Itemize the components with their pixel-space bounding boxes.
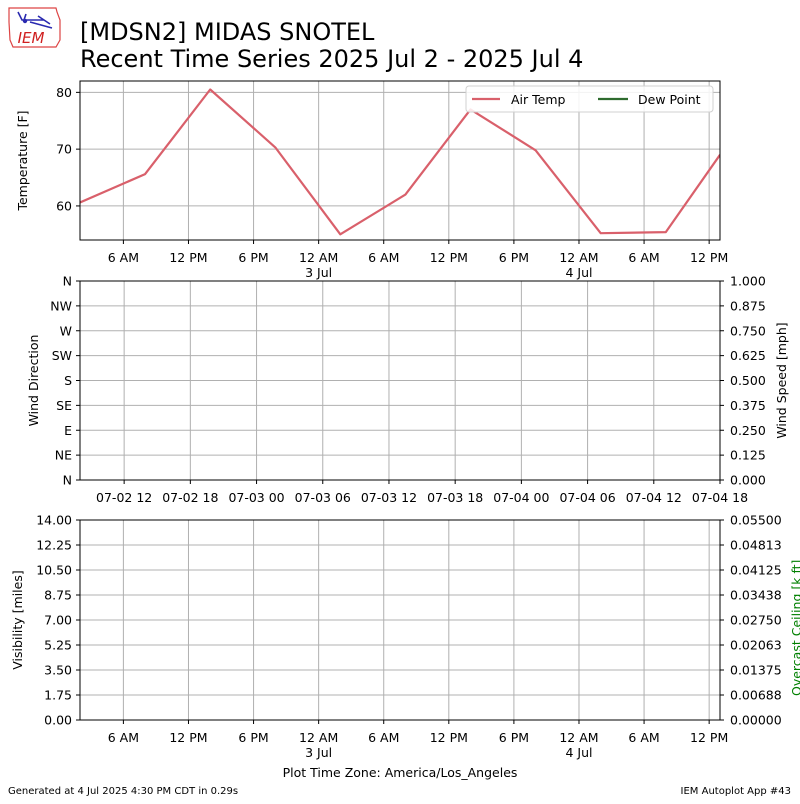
y2-tick-label: 0.500: [730, 373, 766, 388]
x-tick-label: 12 AM: [299, 250, 338, 265]
logo-text: IEM: [18, 29, 45, 47]
x-tick-sublabel: 4 Jul: [565, 265, 592, 280]
x-tick-sublabel: 3 Jul: [305, 745, 332, 760]
y-tick-label: 12.25: [36, 538, 72, 553]
y2-tick-label: 0.000: [730, 473, 766, 488]
plot-frame: [79, 280, 721, 481]
x-tick-label: 6 AM: [108, 250, 139, 265]
series-line-air-temp: [80, 88, 720, 236]
x-tick-label: 07-03 00: [228, 490, 284, 505]
x-tick-label: 6 PM: [499, 730, 529, 745]
y2-tick-label: 0.02063: [730, 638, 782, 653]
page-subtitle: Recent Time Series 2025 Jul 2 - 2025 Jul…: [80, 45, 583, 73]
y-axis-label: Visibility [miles]: [10, 570, 25, 669]
y2-tick-label: 0.04125: [730, 563, 782, 578]
x-tick-sublabel: 3 Jul: [305, 265, 332, 280]
x-tick-label: 12 PM: [169, 730, 207, 745]
y-axis-label: Wind Direction: [26, 335, 41, 427]
x-tick-label: 07-04 00: [493, 490, 549, 505]
x-tick-label: 6 AM: [628, 250, 659, 265]
chart-legend: Air Temp Dew Point: [465, 85, 714, 113]
y2-tick-label: 0.375: [730, 398, 766, 413]
y-tick-label: SE: [56, 398, 72, 413]
generated-note: Generated at 4 Jul 2025 4:30 PM CDT in 0…: [8, 786, 238, 797]
y-tick-label: 0.00: [44, 713, 72, 728]
y-tick-label: 8.75: [44, 588, 72, 603]
y2-tick-label: 0.05500: [730, 513, 782, 528]
y-tick-label: S: [64, 373, 72, 388]
y-tick-label: 70: [56, 142, 72, 157]
y-tick-label: 60: [56, 198, 72, 213]
y2-tick-label: 0.250: [730, 423, 766, 438]
y2-tick-label: 0.02750: [730, 613, 782, 628]
y2-tick-label: 0.04813: [730, 538, 782, 553]
x-tick-label: 6 AM: [108, 730, 139, 745]
y2-tick-label: 0.00688: [730, 688, 782, 703]
y2-axis-label: Overcast Ceiling [k ft]: [789, 560, 800, 696]
y-tick-label: W: [60, 323, 72, 338]
x-tick-label: 6 AM: [368, 730, 399, 745]
y2-axis-label: Wind Speed [mph]: [774, 322, 789, 438]
y-tick-label: 14.00: [36, 513, 72, 528]
y-tick-label: 5.25: [44, 638, 72, 653]
x-tick-label: 6 PM: [238, 730, 268, 745]
plot-frame: [79, 80, 721, 241]
x-tick-label: 07-02 12: [96, 490, 152, 505]
x-tick-label: 12 PM: [430, 250, 468, 265]
y2-tick-label: 1.000: [730, 274, 766, 289]
y2-tick-label: 0.125: [730, 448, 766, 463]
timezone-label: Plot Time Zone: America/Los_Angeles: [283, 765, 518, 780]
app-note: IEM Autoplot App #43: [681, 786, 791, 797]
x-tick-label: 12 PM: [690, 730, 728, 745]
x-tick-label: 12 AM: [299, 730, 338, 745]
y-tick-label: 80: [56, 85, 72, 100]
x-tick-label: 07-04 06: [559, 490, 615, 505]
x-tick-label: 12 AM: [559, 730, 598, 745]
x-tick-label: 12 PM: [169, 250, 207, 265]
x-tick-label: 12 PM: [430, 730, 468, 745]
x-tick-label: 6 AM: [628, 730, 659, 745]
y-tick-label: N: [63, 473, 72, 488]
x-tick-label: 07-03 12: [361, 490, 417, 505]
page-title: [MDSN2] MIDAS SNOTEL: [80, 18, 375, 46]
x-tick-label: 12 AM: [559, 250, 598, 265]
y2-tick-label: 0.01375: [730, 663, 782, 678]
x-tick-label: 07-02 18: [162, 490, 218, 505]
y2-tick-label: 0.00000: [730, 713, 782, 728]
y2-tick-label: 0.03438: [730, 588, 782, 603]
y-tick-label: E: [64, 423, 72, 438]
y-tick-label: NE: [55, 448, 72, 463]
plot-frame: [79, 519, 721, 721]
x-tick-label: 6 PM: [238, 250, 268, 265]
y-tick-label: 3.50: [44, 663, 72, 678]
x-tick-sublabel: 4 Jul: [565, 745, 592, 760]
x-tick-label: 07-04 18: [692, 490, 748, 505]
wind-panel: 07-02 12 07-02 18 07-03 00 07-03 06 07-03 12…: [26, 274, 789, 506]
y2-tick-label: 0.625: [730, 348, 766, 363]
y-tick-label: SW: [52, 348, 72, 363]
x-tick-label: 6 AM: [368, 250, 399, 265]
legend-label-air-temp: Air Temp: [511, 92, 566, 107]
y-axis-label: Temperature [F]: [15, 110, 30, 211]
y2-tick-label: 0.875: [730, 298, 766, 313]
x-tick-label: 07-03 06: [295, 490, 351, 505]
y-tick-label: NW: [50, 298, 72, 313]
y-tick-label: N: [63, 274, 72, 289]
y-tick-label: 1.75: [44, 688, 72, 703]
legend-box: [465, 85, 714, 113]
x-tick-label: 12 PM: [690, 250, 728, 265]
y-tick-label: 10.50: [36, 563, 72, 578]
y-tick-label: 7.00: [44, 613, 72, 628]
iem-logo: IEM: [8, 7, 61, 48]
y2-tick-label: 0.750: [730, 323, 766, 338]
x-tick-label: 07-04 12: [626, 490, 682, 505]
legend-label-dew-point: Dew Point: [638, 92, 701, 107]
x-tick-label: 07-03 18: [427, 490, 483, 505]
x-tick-label: 6 PM: [499, 250, 529, 265]
